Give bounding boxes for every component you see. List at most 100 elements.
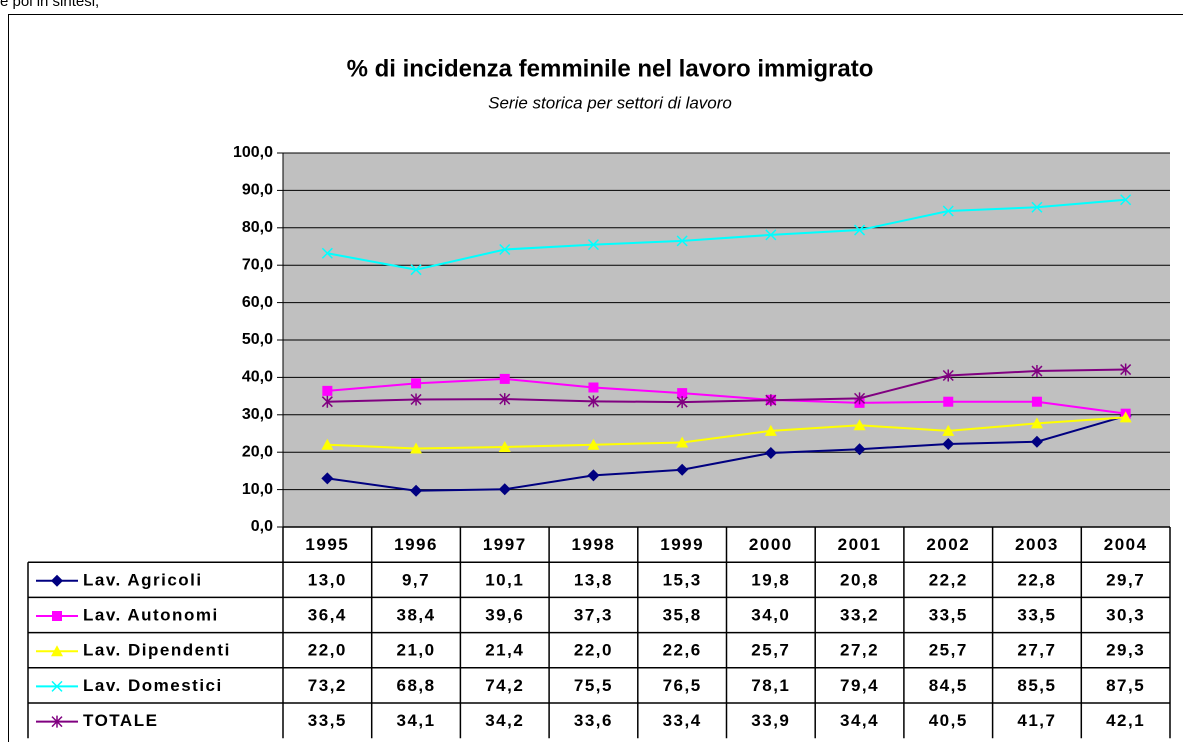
table-cell: 41,7 xyxy=(1017,711,1056,730)
y-tick-label: 70,0 xyxy=(242,256,273,273)
chart-subtitle: Serie storica per settori di lavoro xyxy=(488,93,732,112)
data-point xyxy=(676,436,689,448)
data-point xyxy=(588,382,599,393)
data-point xyxy=(498,483,511,496)
data-point xyxy=(499,373,510,384)
data-point xyxy=(1120,194,1132,206)
y-tick-label: 10,0 xyxy=(242,481,273,498)
data-point xyxy=(587,239,599,251)
data-point xyxy=(1031,365,1043,378)
table-cell: 9,7 xyxy=(402,570,430,589)
data-point xyxy=(1030,435,1043,448)
x-tick-label: 2002 xyxy=(926,535,970,554)
table-cell: 33,5 xyxy=(1017,605,1056,624)
table-cell: 13,8 xyxy=(574,570,613,589)
data-point xyxy=(1030,417,1043,429)
data-point xyxy=(410,393,422,406)
data-point xyxy=(942,369,954,382)
y-tick-label: 50,0 xyxy=(242,331,273,348)
y-tick-label: 0,0 xyxy=(251,518,273,535)
page-note: e poi in sintesi, xyxy=(0,0,99,10)
table-cell: 25,7 xyxy=(751,641,790,660)
table-cell: 42,1 xyxy=(1106,711,1145,730)
legend-marker xyxy=(51,715,63,728)
table-cell: 68,8 xyxy=(397,676,436,695)
table-cell: 73,2 xyxy=(308,676,347,695)
legend-label: Lav. Agricoli xyxy=(83,570,203,589)
data-point xyxy=(1031,201,1043,213)
series-line xyxy=(327,416,1126,450)
table-cell: 33,6 xyxy=(574,711,613,730)
table-cell: 21,0 xyxy=(397,641,436,660)
data-point xyxy=(410,264,422,276)
table-cell: 39,6 xyxy=(485,605,524,624)
series-line xyxy=(327,377,1126,415)
table-cell: 33,5 xyxy=(929,605,968,624)
table-cell: 79,4 xyxy=(840,676,879,695)
data-point xyxy=(1119,411,1132,423)
data-point xyxy=(321,247,333,259)
table-cell: 20,8 xyxy=(840,570,879,589)
legend-label: Lav. Autonomi xyxy=(83,605,219,624)
x-tick-label: 2003 xyxy=(1015,535,1059,554)
chart-title: % di incidenza femminile nel lavoro immi… xyxy=(347,55,874,82)
data-point xyxy=(321,438,334,450)
legend-marker xyxy=(51,645,63,657)
y-tick-label: 100,0 xyxy=(233,144,273,161)
data-point xyxy=(943,396,954,407)
legend-label: Lav. Dipendenti xyxy=(83,641,231,660)
table-cell: 27,2 xyxy=(840,641,879,660)
y-tick-label: 40,0 xyxy=(242,369,273,386)
table-cell: 34,0 xyxy=(751,605,790,624)
data-point xyxy=(322,385,333,396)
data-point xyxy=(764,424,777,436)
legend-marker xyxy=(52,611,62,621)
table-cell: 22,0 xyxy=(308,641,347,660)
data-point xyxy=(765,229,777,241)
data-point xyxy=(410,484,423,497)
table-cell: 84,5 xyxy=(929,676,968,695)
data-point xyxy=(765,394,777,407)
table-cell: 38,4 xyxy=(397,605,436,624)
table-cell: 22,2 xyxy=(929,570,968,589)
x-tick-label: 2000 xyxy=(749,535,793,554)
table-cell: 27,7 xyxy=(1017,641,1056,660)
data-point xyxy=(321,395,333,408)
table-cell: 37,3 xyxy=(574,605,613,624)
data-point xyxy=(853,443,866,456)
data-point xyxy=(321,472,334,485)
series-line xyxy=(327,414,1126,492)
x-tick-label: 1998 xyxy=(572,535,616,554)
table-cell: 29,7 xyxy=(1106,570,1145,589)
table-cell: 78,1 xyxy=(751,676,790,695)
data-point xyxy=(499,393,511,406)
table-cell: 29,3 xyxy=(1106,641,1145,660)
series-line xyxy=(327,198,1126,271)
data-point xyxy=(677,388,688,399)
data-point xyxy=(498,440,511,452)
x-tick-label: 1997 xyxy=(483,535,527,554)
legend-marker xyxy=(51,680,63,692)
data-point xyxy=(676,396,688,409)
data-point xyxy=(854,224,866,236)
table-cell: 35,8 xyxy=(663,605,702,624)
legend-label: TOTALE xyxy=(83,711,158,730)
data-point xyxy=(942,205,954,217)
data-point xyxy=(854,392,866,405)
data-point xyxy=(942,437,955,450)
legend-marker xyxy=(51,574,63,587)
x-tick-label: 1995 xyxy=(305,535,349,554)
table-cell: 33,9 xyxy=(751,711,790,730)
table-cell: 22,8 xyxy=(1017,570,1056,589)
table-cell: 34,2 xyxy=(485,711,524,730)
x-tick-label: 1996 xyxy=(394,535,438,554)
table-cell: 13,0 xyxy=(308,570,347,589)
data-point xyxy=(1031,396,1042,407)
table-cell: 33,2 xyxy=(840,605,879,624)
table-cell: 74,2 xyxy=(485,676,524,695)
data-point xyxy=(676,235,688,247)
y-tick-label: 90,0 xyxy=(242,182,273,199)
data-point xyxy=(764,446,777,459)
